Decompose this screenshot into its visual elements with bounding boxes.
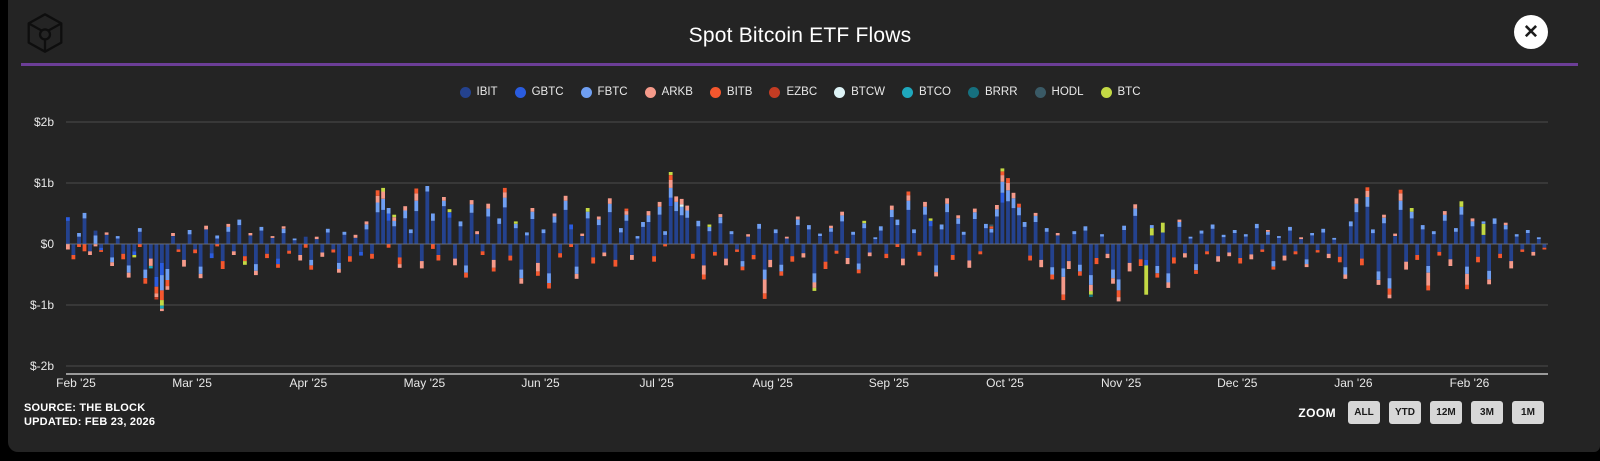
- arkb-swatch: [644, 86, 656, 98]
- legend-item-fbtc[interactable]: FBTC: [580, 86, 628, 98]
- y-axis-label: $-1b: [30, 298, 54, 312]
- legend-item-hodl[interactable]: HODL: [1034, 86, 1084, 98]
- legend-item-btcw[interactable]: BTCW: [834, 86, 885, 98]
- btcw-swatch: [834, 86, 846, 98]
- x-axis-label: Feb '25: [56, 376, 96, 390]
- x-axis-label: Dec '25: [1217, 376, 1258, 390]
- close-icon: ✕: [1523, 21, 1539, 43]
- brrr-swatch: [967, 86, 979, 98]
- x-axis-label: Oct '25: [986, 376, 1024, 390]
- fbtc-swatch: [580, 86, 592, 98]
- page-title: Spot Bitcoin ETF Flows: [688, 24, 912, 47]
- zoom-all-button[interactable]: ALL: [1348, 401, 1380, 424]
- legend-label: BRRR: [984, 86, 1018, 98]
- x-axis-label: Sep '25: [869, 376, 910, 390]
- bitb-swatch: [709, 86, 721, 98]
- y-axis-label: $1b: [34, 176, 54, 190]
- accent-divider: [21, 63, 1578, 66]
- x-axis-label: Jan '26: [1334, 376, 1373, 390]
- x-axis-label: Nov '25: [1101, 376, 1142, 390]
- x-axis-label: Jun '25: [521, 376, 560, 390]
- legend-label: BTCO: [919, 86, 951, 98]
- zoom-12m-button[interactable]: 12M: [1430, 401, 1462, 424]
- legend-label: IBIT: [476, 86, 498, 98]
- btc-swatch: [1100, 86, 1112, 98]
- source-note: SOURCE: THE BLOCK UPDATED: FEB 23, 2026: [24, 402, 155, 430]
- chart-panel: [8, 0, 1600, 452]
- x-axis-label: May '25: [404, 376, 446, 390]
- y-axis-label: $0: [41, 237, 55, 251]
- gbtc-swatch: [514, 86, 526, 98]
- legend-item-arkb[interactable]: ARKB: [644, 86, 693, 98]
- close-button[interactable]: ✕: [1514, 15, 1548, 49]
- zoom-3m-button[interactable]: 3M: [1471, 401, 1503, 424]
- zoom-controls: ZOOM ALL YTD 12M 3M 1M: [1298, 401, 1544, 424]
- x-axis-label: Mar '25: [172, 376, 212, 390]
- legend-item-btc[interactable]: BTC: [1100, 86, 1141, 98]
- legend-label: BITB: [726, 86, 753, 98]
- flows-bars: [66, 168, 1547, 312]
- legend-item-brrr[interactable]: BRRR: [967, 86, 1018, 98]
- the-block-logo: [27, 13, 63, 53]
- legend-label: BTC: [1117, 86, 1141, 98]
- x-axis-label: Feb '26: [1450, 376, 1490, 390]
- legend-label: ARKB: [661, 86, 693, 98]
- legend-label: HODL: [1051, 86, 1084, 98]
- legend-item-ibit[interactable]: IBIT: [459, 86, 498, 98]
- legend-label: FBTC: [597, 86, 628, 98]
- legend-label: GBTC: [531, 86, 564, 98]
- source-line: SOURCE: THE BLOCK: [24, 402, 146, 414]
- legend-item-gbtc[interactable]: GBTC: [514, 86, 564, 98]
- x-axis-label: Aug '25: [753, 376, 794, 390]
- legend-label: EZBC: [786, 86, 818, 98]
- y-axis-label: $2b: [34, 115, 54, 129]
- legend-label: BTCW: [851, 86, 885, 98]
- legend-item-ezbc[interactable]: EZBC: [769, 86, 817, 98]
- legend-item-bitb[interactable]: BITB: [709, 86, 753, 98]
- ibit-swatch: [459, 86, 471, 98]
- hodl-swatch: [1034, 86, 1046, 98]
- y-axis-label: $-2b: [30, 359, 54, 373]
- zoom-ytd-button[interactable]: YTD: [1389, 401, 1421, 424]
- ezbc-swatch: [769, 86, 781, 98]
- updated-line: UPDATED: FEB 23, 2026: [24, 415, 156, 428]
- zoom-1m-button[interactable]: 1M: [1512, 401, 1544, 424]
- x-axis-label: Apr '25: [289, 376, 327, 390]
- chart-legend: IBIT GBTC FBTC ARKB BITB EZBC BTCW BTCO BRRR HODL…: [0, 86, 1600, 98]
- x-axis-label: Jul '25: [639, 376, 674, 390]
- btco-swatch: [902, 86, 913, 98]
- legend-item-btco[interactable]: BTCO: [902, 86, 951, 98]
- zoom-label: ZOOM: [1298, 405, 1336, 420]
